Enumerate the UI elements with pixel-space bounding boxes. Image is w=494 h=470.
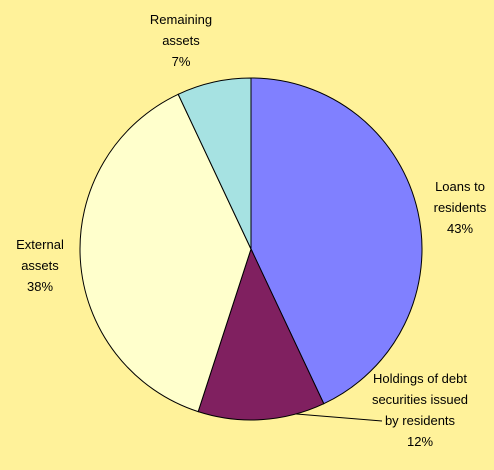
- slice-label: Remaining assets 7%: [140, 9, 222, 72]
- pie-slice: [250, 77, 423, 405]
- slice-label: External assets 38%: [9, 234, 71, 297]
- label-value: 7%: [171, 54, 191, 69]
- pie-slice: [197, 247, 325, 421]
- label-name: External assets: [16, 237, 64, 273]
- label-value: 43%: [446, 221, 474, 236]
- pie-slice: [177, 77, 252, 250]
- label-name: Remaining assets: [149, 12, 213, 48]
- slice-label: Holdings of debt securities issued by re…: [371, 368, 469, 452]
- label-value: 38%: [26, 279, 54, 294]
- label-name: Holdings of debt securities issued by re…: [371, 371, 469, 428]
- label-value: 12%: [406, 434, 434, 449]
- pie-slice: [79, 93, 252, 413]
- slice-label: Loans to residents 43%: [425, 176, 494, 239]
- label-name: Loans to residents: [433, 179, 487, 215]
